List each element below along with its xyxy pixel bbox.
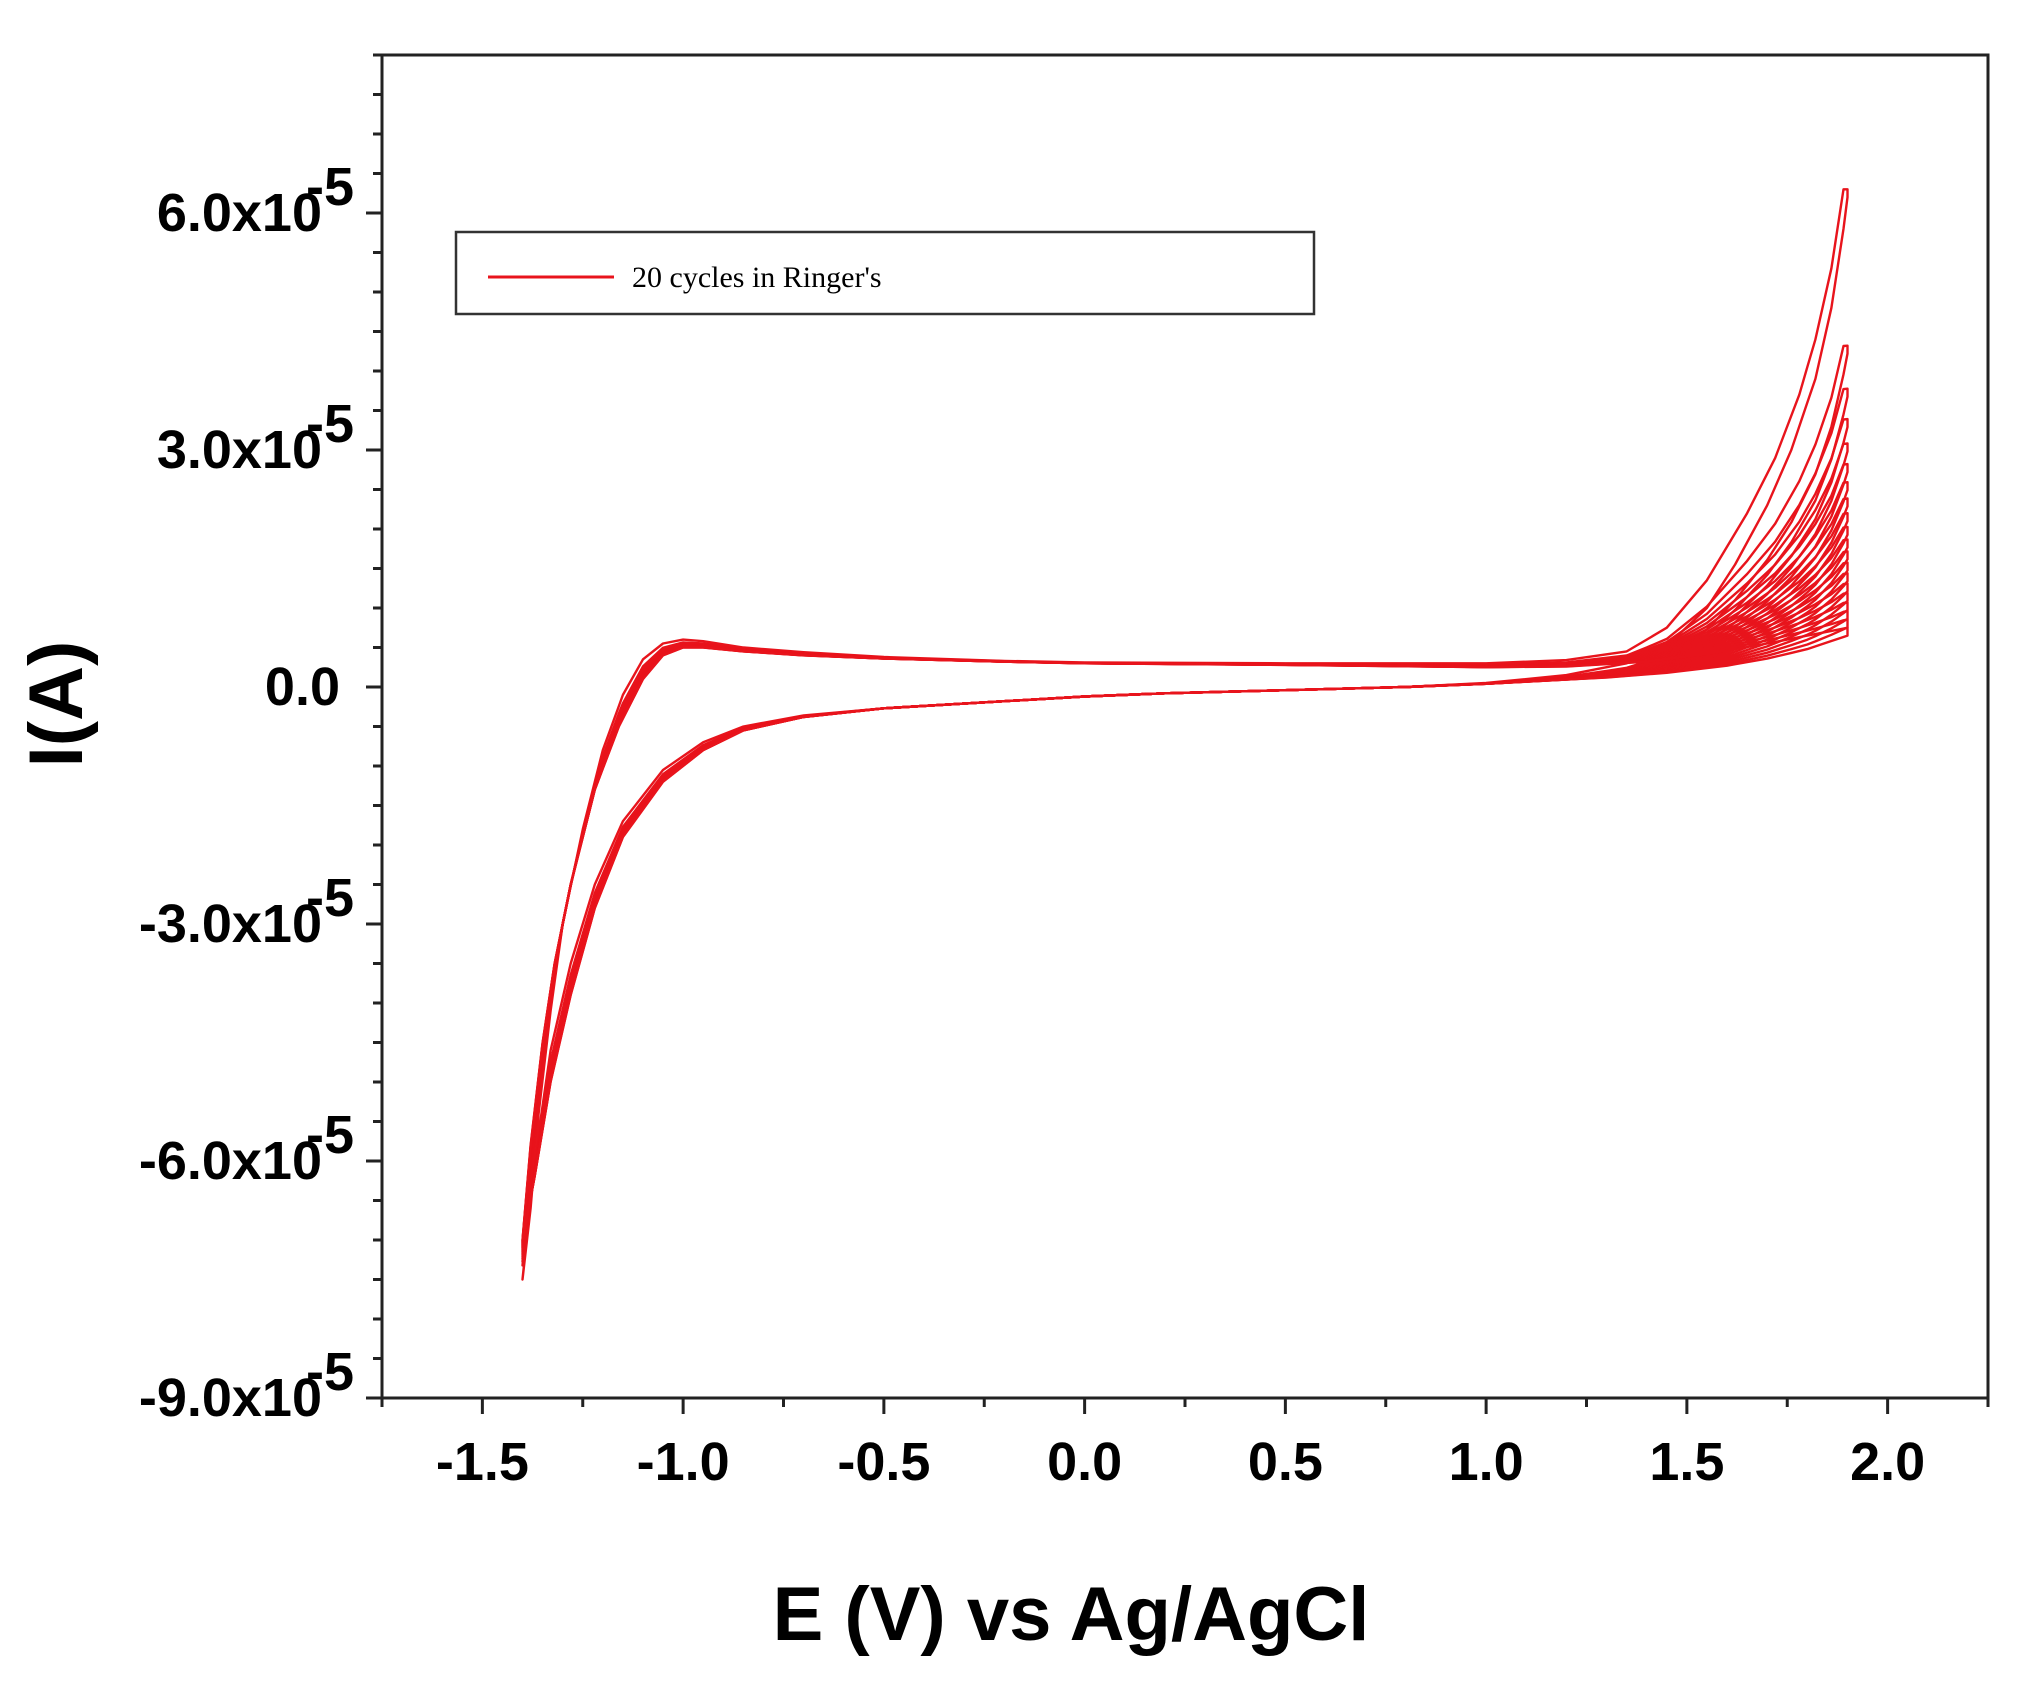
y-axis: -56.0x10-53.0x100.0-5-3.0x10-5-6.0x10-5-… (139, 53, 382, 1428)
y-tick-label: -3.0x10 (139, 894, 322, 954)
x-tick-label: 2.0 (1850, 1432, 1925, 1492)
legend: 20 cycles in Ringer's (454, 230, 1316, 316)
x-tick-label: -1.0 (637, 1432, 730, 1492)
x-axis: -1.5 -1.0 -0.5 0.0 0.5 1.0 1.5 2.0 (380, 1398, 1990, 1492)
y-axis-title: I(A) (14, 641, 99, 768)
y-tick-label: 3.0x10 (157, 420, 322, 480)
x-tick-label: 1.0 (1449, 1432, 1524, 1492)
y-tick-exponent: -5 (306, 1342, 354, 1402)
cycle-curve (521, 626, 1849, 1242)
y-tick-exponent: -5 (306, 394, 354, 454)
legend-label: 20 cycles in Ringer's (632, 261, 882, 294)
y-tick-exponent: -5 (306, 868, 354, 928)
legend-box (454, 230, 1316, 316)
x-axis-title: E (V) vs Ag/AgCl (773, 1572, 1370, 1657)
y-tick-exponent: -5 (306, 157, 354, 217)
curves-group (521, 188, 1849, 1281)
x-tick-label: -1.5 (436, 1432, 529, 1492)
x-tick-label: 1.5 (1649, 1432, 1724, 1492)
y-tick-label: -6.0x10 (139, 1131, 322, 1191)
y-tick-label: 6.0x10 (157, 183, 322, 243)
y-tick-label: -9.0x10 (139, 1368, 322, 1428)
y-tick-label: 0.0 (265, 657, 340, 717)
x-tick-label: 0.5 (1248, 1432, 1323, 1492)
x-tick-label: 0.0 (1047, 1432, 1122, 1492)
x-tick-label: -0.5 (837, 1432, 930, 1492)
y-tick-exponent: -5 (306, 1105, 354, 1165)
